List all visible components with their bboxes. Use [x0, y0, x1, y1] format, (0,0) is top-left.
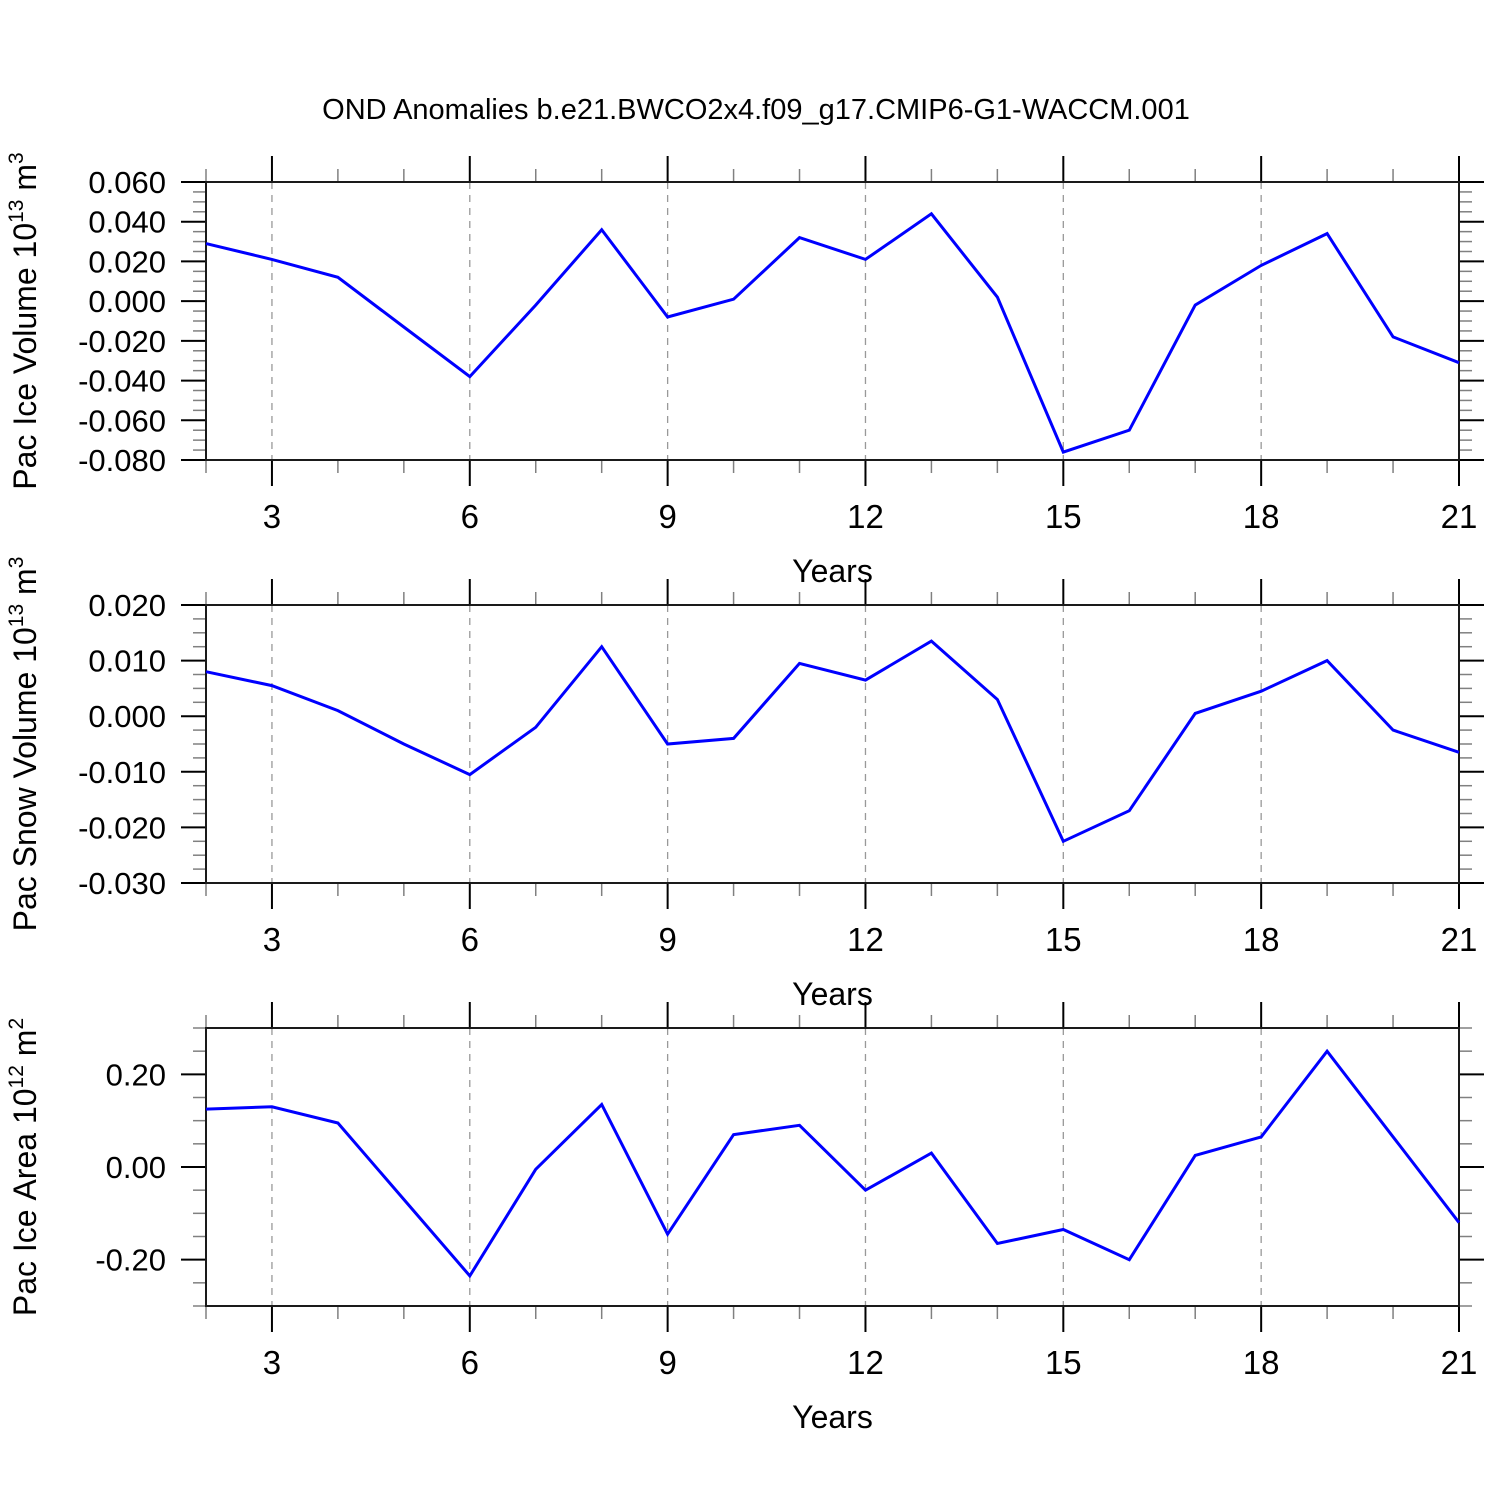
data-line-2 — [205, 639, 1460, 844]
x-tick-label: 9 — [658, 921, 676, 958]
x-tick-label: 21 — [1441, 1344, 1478, 1381]
y-tick-label: -0.010 — [78, 755, 166, 790]
x-tick-label: 12 — [847, 921, 884, 958]
y-axis-title: Pac Ice Volume 1013 m3 — [5, 152, 43, 489]
x-tick-label: 3 — [263, 1344, 281, 1381]
x-tick-label: 6 — [461, 1344, 479, 1381]
y-tick-label: -0.060 — [78, 403, 166, 438]
panel-1: 0.060 0.040 0.020 0.000 -0.020 -0.040 -0.060 -0… — [5, 152, 1484, 589]
x-axis-title: Years — [792, 553, 873, 589]
x-tick-label: 9 — [658, 1344, 676, 1381]
x-tick-label: 21 — [1441, 498, 1478, 535]
y-tick-label: -0.020 — [78, 324, 166, 359]
x-tick-label: 21 — [1441, 921, 1478, 958]
x-tick-label: 9 — [658, 498, 676, 535]
y-tick-label: -0.080 — [78, 443, 166, 478]
x-tick-label: 3 — [263, 921, 281, 958]
figure-title: OND Anomalies b.e21.BWCO2x4.f09_g17.CMIP… — [322, 94, 1190, 126]
y-tick-label: 0.040 — [88, 205, 166, 240]
x-tick-label: 15 — [1045, 498, 1082, 535]
y-axis-title: Pac Snow Volume 1013 m3 — [5, 557, 43, 932]
x-axis-title: Years — [792, 1399, 873, 1435]
plot-frame — [205, 604, 1460, 884]
y-tick-label: 0.20 — [106, 1057, 166, 1092]
x-tick-label: 18 — [1243, 498, 1280, 535]
y-tick-label: -0.040 — [78, 364, 166, 399]
y-tick-label: 0.00 — [106, 1150, 166, 1185]
x-tick-label: 18 — [1243, 921, 1280, 958]
y-tick-label: -0.020 — [78, 810, 166, 845]
x-tick-label: 18 — [1243, 1344, 1280, 1381]
plot-frame — [205, 181, 1460, 461]
y-tick-label: 0.000 — [88, 699, 166, 734]
x-tick-label: 3 — [263, 498, 281, 535]
y-tick-label: -0.20 — [95, 1243, 166, 1278]
x-tick-label: 12 — [847, 498, 884, 535]
y-tick-label: 0.020 — [88, 244, 166, 279]
x-axis-title: Years — [792, 976, 873, 1012]
data-line-1 — [205, 211, 1460, 454]
panel-3: 0.20 0.00 -0.20 3 6 9 12 15 18 21 Years Pac Ice Are… — [5, 1002, 1484, 1435]
x-tick-label: 12 — [847, 1344, 884, 1381]
x-tick-label: 15 — [1045, 1344, 1082, 1381]
y-tick-label: 0.000 — [88, 284, 166, 319]
plot-frame — [205, 1027, 1460, 1307]
y-axis-title: Pac Ice Area 1012 m2 — [5, 1018, 43, 1316]
x-tick-label: 15 — [1045, 921, 1082, 958]
x-tick-label: 6 — [461, 498, 479, 535]
x-tick-label: 6 — [461, 921, 479, 958]
y-tick-label: 0.010 — [88, 644, 166, 679]
data-line-3 — [205, 1048, 1461, 1279]
y-tick-label: 0.060 — [88, 165, 166, 200]
y-tick-label: -0.030 — [78, 866, 166, 901]
y-tick-label: 0.020 — [88, 588, 166, 623]
panel-2: 0.020 0.010 0.000 -0.010 -0.020 -0.030 3 6 9 12 15… — [5, 557, 1484, 1012]
